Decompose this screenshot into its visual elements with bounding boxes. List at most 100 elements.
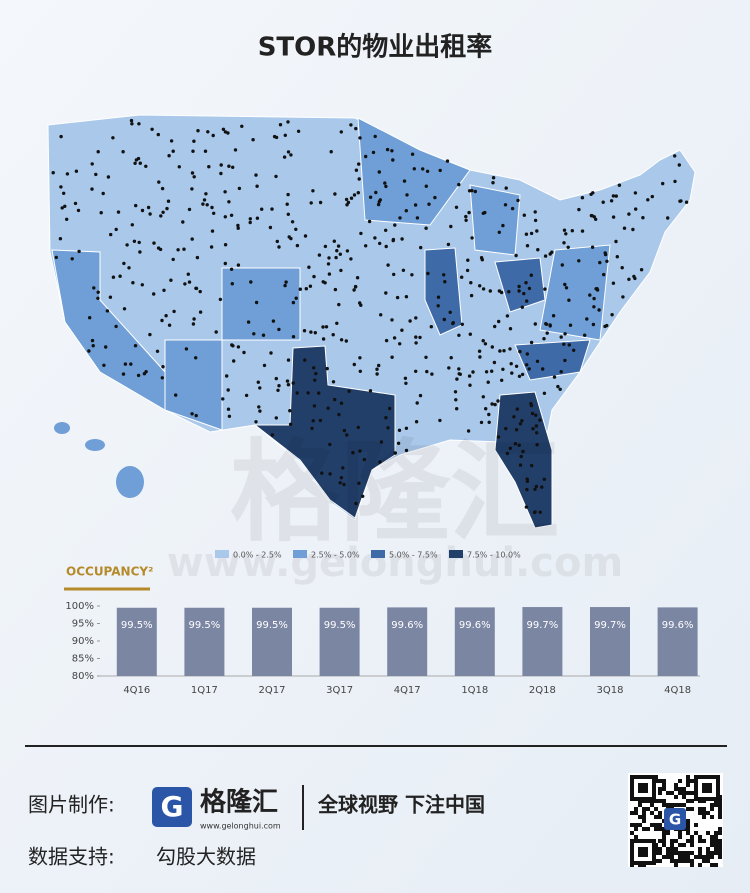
property-dot (364, 244, 368, 248)
property-dot (320, 471, 324, 475)
property-dot (535, 431, 539, 435)
property-dot (311, 419, 315, 423)
property-dot (148, 332, 152, 337)
property-dot (191, 322, 196, 326)
property-dot (484, 407, 488, 411)
qr-cell (706, 811, 710, 815)
property-dot (483, 342, 488, 346)
property-dot (376, 202, 381, 207)
property-dot (418, 335, 422, 340)
property-dot (337, 302, 341, 307)
qr-cell (706, 831, 710, 835)
property-dot (177, 165, 181, 169)
property-dot (357, 177, 361, 181)
bar-chart: 80% 85% 90% 95% 100% 99.5% 4Q16 99.5% 1Q17 99.5% 2… (65, 601, 700, 696)
property-dot (508, 446, 512, 450)
property-dot (359, 303, 363, 307)
property-dot (285, 379, 290, 383)
property-dot (219, 171, 223, 176)
property-dot (609, 199, 614, 203)
property-dot (77, 249, 81, 254)
property-dot (118, 274, 122, 278)
property-dot (622, 226, 627, 230)
property-dot (505, 314, 510, 318)
property-dot (327, 256, 331, 260)
qr-cell (682, 855, 686, 859)
property-dot (500, 378, 504, 382)
qr-cell (674, 847, 678, 851)
property-dot (424, 226, 428, 230)
property-dot (577, 207, 581, 212)
property-dot (634, 207, 638, 211)
property-dot (286, 358, 291, 362)
property-dot (552, 375, 557, 379)
property-dot (542, 337, 546, 341)
value-label: 99.7% (594, 620, 626, 631)
property-dot (108, 295, 113, 299)
property-dot (289, 153, 293, 157)
property-dot (190, 187, 194, 191)
property-dot (129, 362, 133, 366)
property-dot (152, 292, 156, 296)
property-dot (131, 281, 135, 285)
qr-cell (658, 827, 662, 831)
qr-code: G (628, 773, 723, 867)
qr-cell (634, 823, 638, 827)
property-dot (603, 324, 607, 329)
property-dot (633, 191, 638, 195)
property-dot (425, 169, 430, 173)
property-dot (298, 287, 302, 291)
property-dot (386, 263, 390, 267)
property-dot (529, 340, 534, 345)
qr-cell (630, 811, 634, 815)
qr-cell (634, 835, 638, 839)
property-dot (344, 339, 348, 343)
qr-cell (714, 839, 718, 843)
property-dot (230, 343, 234, 347)
qr-cell (674, 859, 678, 863)
property-dot (254, 300, 259, 305)
property-dot (378, 460, 382, 464)
property-dot (278, 123, 283, 127)
property-dot (598, 260, 602, 265)
property-dot (284, 280, 288, 284)
qr-cell (658, 791, 662, 795)
property-dot (223, 190, 227, 194)
property-dot (209, 245, 214, 249)
property-dot (426, 271, 430, 276)
property-dot (379, 440, 384, 444)
property-dot (255, 184, 259, 188)
property-dot (627, 212, 631, 216)
property-dot (592, 296, 596, 301)
qr-cell (662, 779, 666, 783)
qr-cell (690, 799, 694, 803)
property-dot (384, 228, 388, 232)
property-dot (524, 281, 528, 285)
property-dot (467, 374, 472, 378)
property-dot (114, 227, 118, 232)
y-tick-label: 80% (72, 671, 94, 682)
property-dot (455, 377, 459, 381)
property-dot (270, 207, 274, 211)
property-dot (464, 214, 468, 219)
property-dot (105, 309, 110, 313)
property-dot (88, 316, 92, 320)
property-dot (404, 426, 409, 430)
legend-swatch (371, 550, 385, 558)
property-dot (513, 442, 518, 446)
property-dot (347, 389, 351, 393)
property-dot (323, 244, 328, 249)
qr-cell (710, 851, 714, 855)
property-dot (371, 150, 376, 155)
property-dot (274, 135, 279, 140)
property-dot (102, 363, 106, 367)
property-dot (244, 393, 249, 398)
property-dot (122, 261, 126, 266)
property-dot (60, 206, 64, 210)
property-dot (254, 173, 258, 177)
property-dot (157, 180, 161, 184)
property-dot (312, 366, 316, 370)
property-dot (530, 463, 534, 468)
qr-cell (718, 807, 722, 811)
property-dot (229, 267, 234, 271)
